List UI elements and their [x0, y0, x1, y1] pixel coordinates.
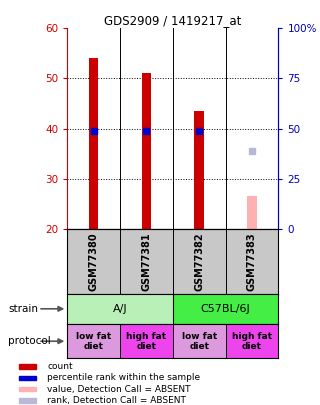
Bar [120, 324, 173, 358]
Bar [19, 364, 36, 369]
Text: count: count [47, 362, 73, 371]
Text: high fat
diet: high fat diet [232, 332, 272, 351]
Bar [195, 111, 204, 229]
Bar [173, 324, 226, 358]
Text: strain: strain [8, 304, 38, 314]
Text: GSM77382: GSM77382 [194, 232, 204, 290]
Text: GSM77381: GSM77381 [141, 232, 151, 290]
Bar [19, 387, 36, 392]
Text: low fat
diet: low fat diet [76, 332, 111, 351]
Title: GDS2909 / 1419217_at: GDS2909 / 1419217_at [104, 14, 242, 27]
Bar [19, 398, 36, 403]
Text: value, Detection Call = ABSENT: value, Detection Call = ABSENT [47, 385, 191, 394]
Bar [89, 58, 98, 229]
Bar [226, 324, 278, 358]
Text: protocol: protocol [8, 336, 51, 346]
Bar [247, 196, 257, 229]
Text: percentile rank within the sample: percentile rank within the sample [47, 373, 200, 382]
Bar [67, 294, 173, 324]
Bar [19, 376, 36, 380]
Bar [142, 73, 151, 229]
Text: high fat
diet: high fat diet [126, 332, 166, 351]
Text: A/J: A/J [113, 304, 127, 314]
Text: GSM77380: GSM77380 [89, 232, 99, 290]
Bar [67, 324, 120, 358]
Text: C57BL/6J: C57BL/6J [201, 304, 251, 314]
Text: low fat
diet: low fat diet [181, 332, 217, 351]
Text: rank, Detection Call = ABSENT: rank, Detection Call = ABSENT [47, 396, 186, 405]
Bar [173, 294, 278, 324]
Text: GSM77383: GSM77383 [247, 232, 257, 290]
